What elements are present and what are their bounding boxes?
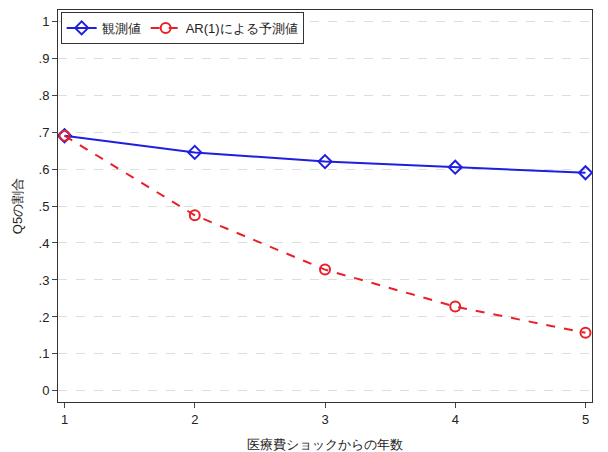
svg-text:.7: .7 — [39, 125, 50, 140]
svg-text:.3: .3 — [39, 273, 50, 288]
svg-text:.4: .4 — [39, 236, 50, 251]
svg-text:.6: .6 — [39, 162, 50, 177]
svg-text:医療費ショックからの年数: 医療費ショックからの年数 — [247, 437, 403, 452]
svg-text:Q5の割合: Q5の割合 — [10, 178, 25, 234]
svg-text:.5: .5 — [39, 199, 50, 214]
svg-text:.2: .2 — [39, 309, 50, 324]
svg-text:AR(1)による予測値: AR(1)による予測値 — [186, 21, 298, 36]
svg-text:0: 0 — [42, 383, 49, 398]
svg-text:1: 1 — [61, 412, 68, 427]
svg-text:観測値: 観測値 — [102, 21, 141, 36]
svg-text:5: 5 — [582, 412, 589, 427]
svg-text:4: 4 — [452, 412, 459, 427]
svg-text:1: 1 — [42, 14, 49, 29]
svg-text:.8: .8 — [39, 88, 50, 103]
svg-text:.1: .1 — [39, 346, 50, 361]
svg-text:3: 3 — [321, 412, 328, 427]
svg-text:.9: .9 — [39, 51, 50, 66]
svg-text:2: 2 — [191, 412, 198, 427]
